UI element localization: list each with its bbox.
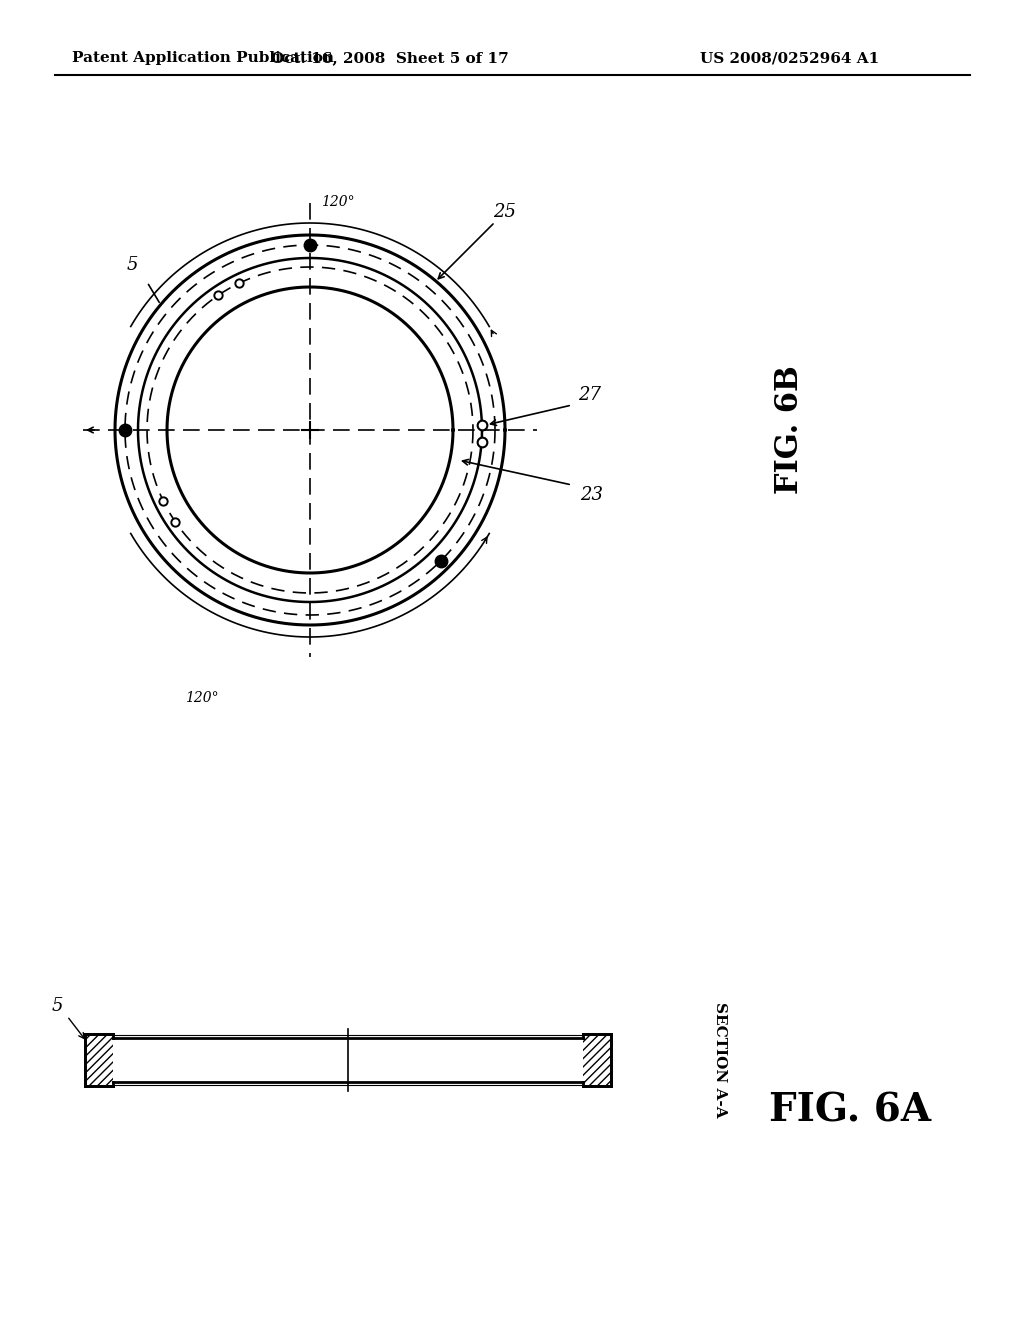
Text: 23: 23 (581, 486, 603, 504)
Text: SECTION A-A: SECTION A-A (713, 1002, 727, 1118)
Text: FIG. 6B: FIG. 6B (774, 366, 806, 495)
Text: Oct. 16, 2008  Sheet 5 of 17: Oct. 16, 2008 Sheet 5 of 17 (271, 51, 509, 65)
Text: FIG. 6A: FIG. 6A (769, 1092, 931, 1129)
Text: 27: 27 (579, 385, 601, 404)
Bar (85, 1034, 113, 1086)
Text: 120°: 120° (185, 690, 219, 705)
Text: 5: 5 (51, 997, 62, 1015)
Text: 5: 5 (126, 256, 138, 275)
Text: 25: 25 (494, 203, 516, 220)
Text: US 2008/0252964 A1: US 2008/0252964 A1 (700, 51, 880, 65)
Bar (583, 1034, 611, 1086)
Text: 120°: 120° (322, 195, 354, 209)
Text: Patent Application Publication: Patent Application Publication (72, 51, 334, 65)
